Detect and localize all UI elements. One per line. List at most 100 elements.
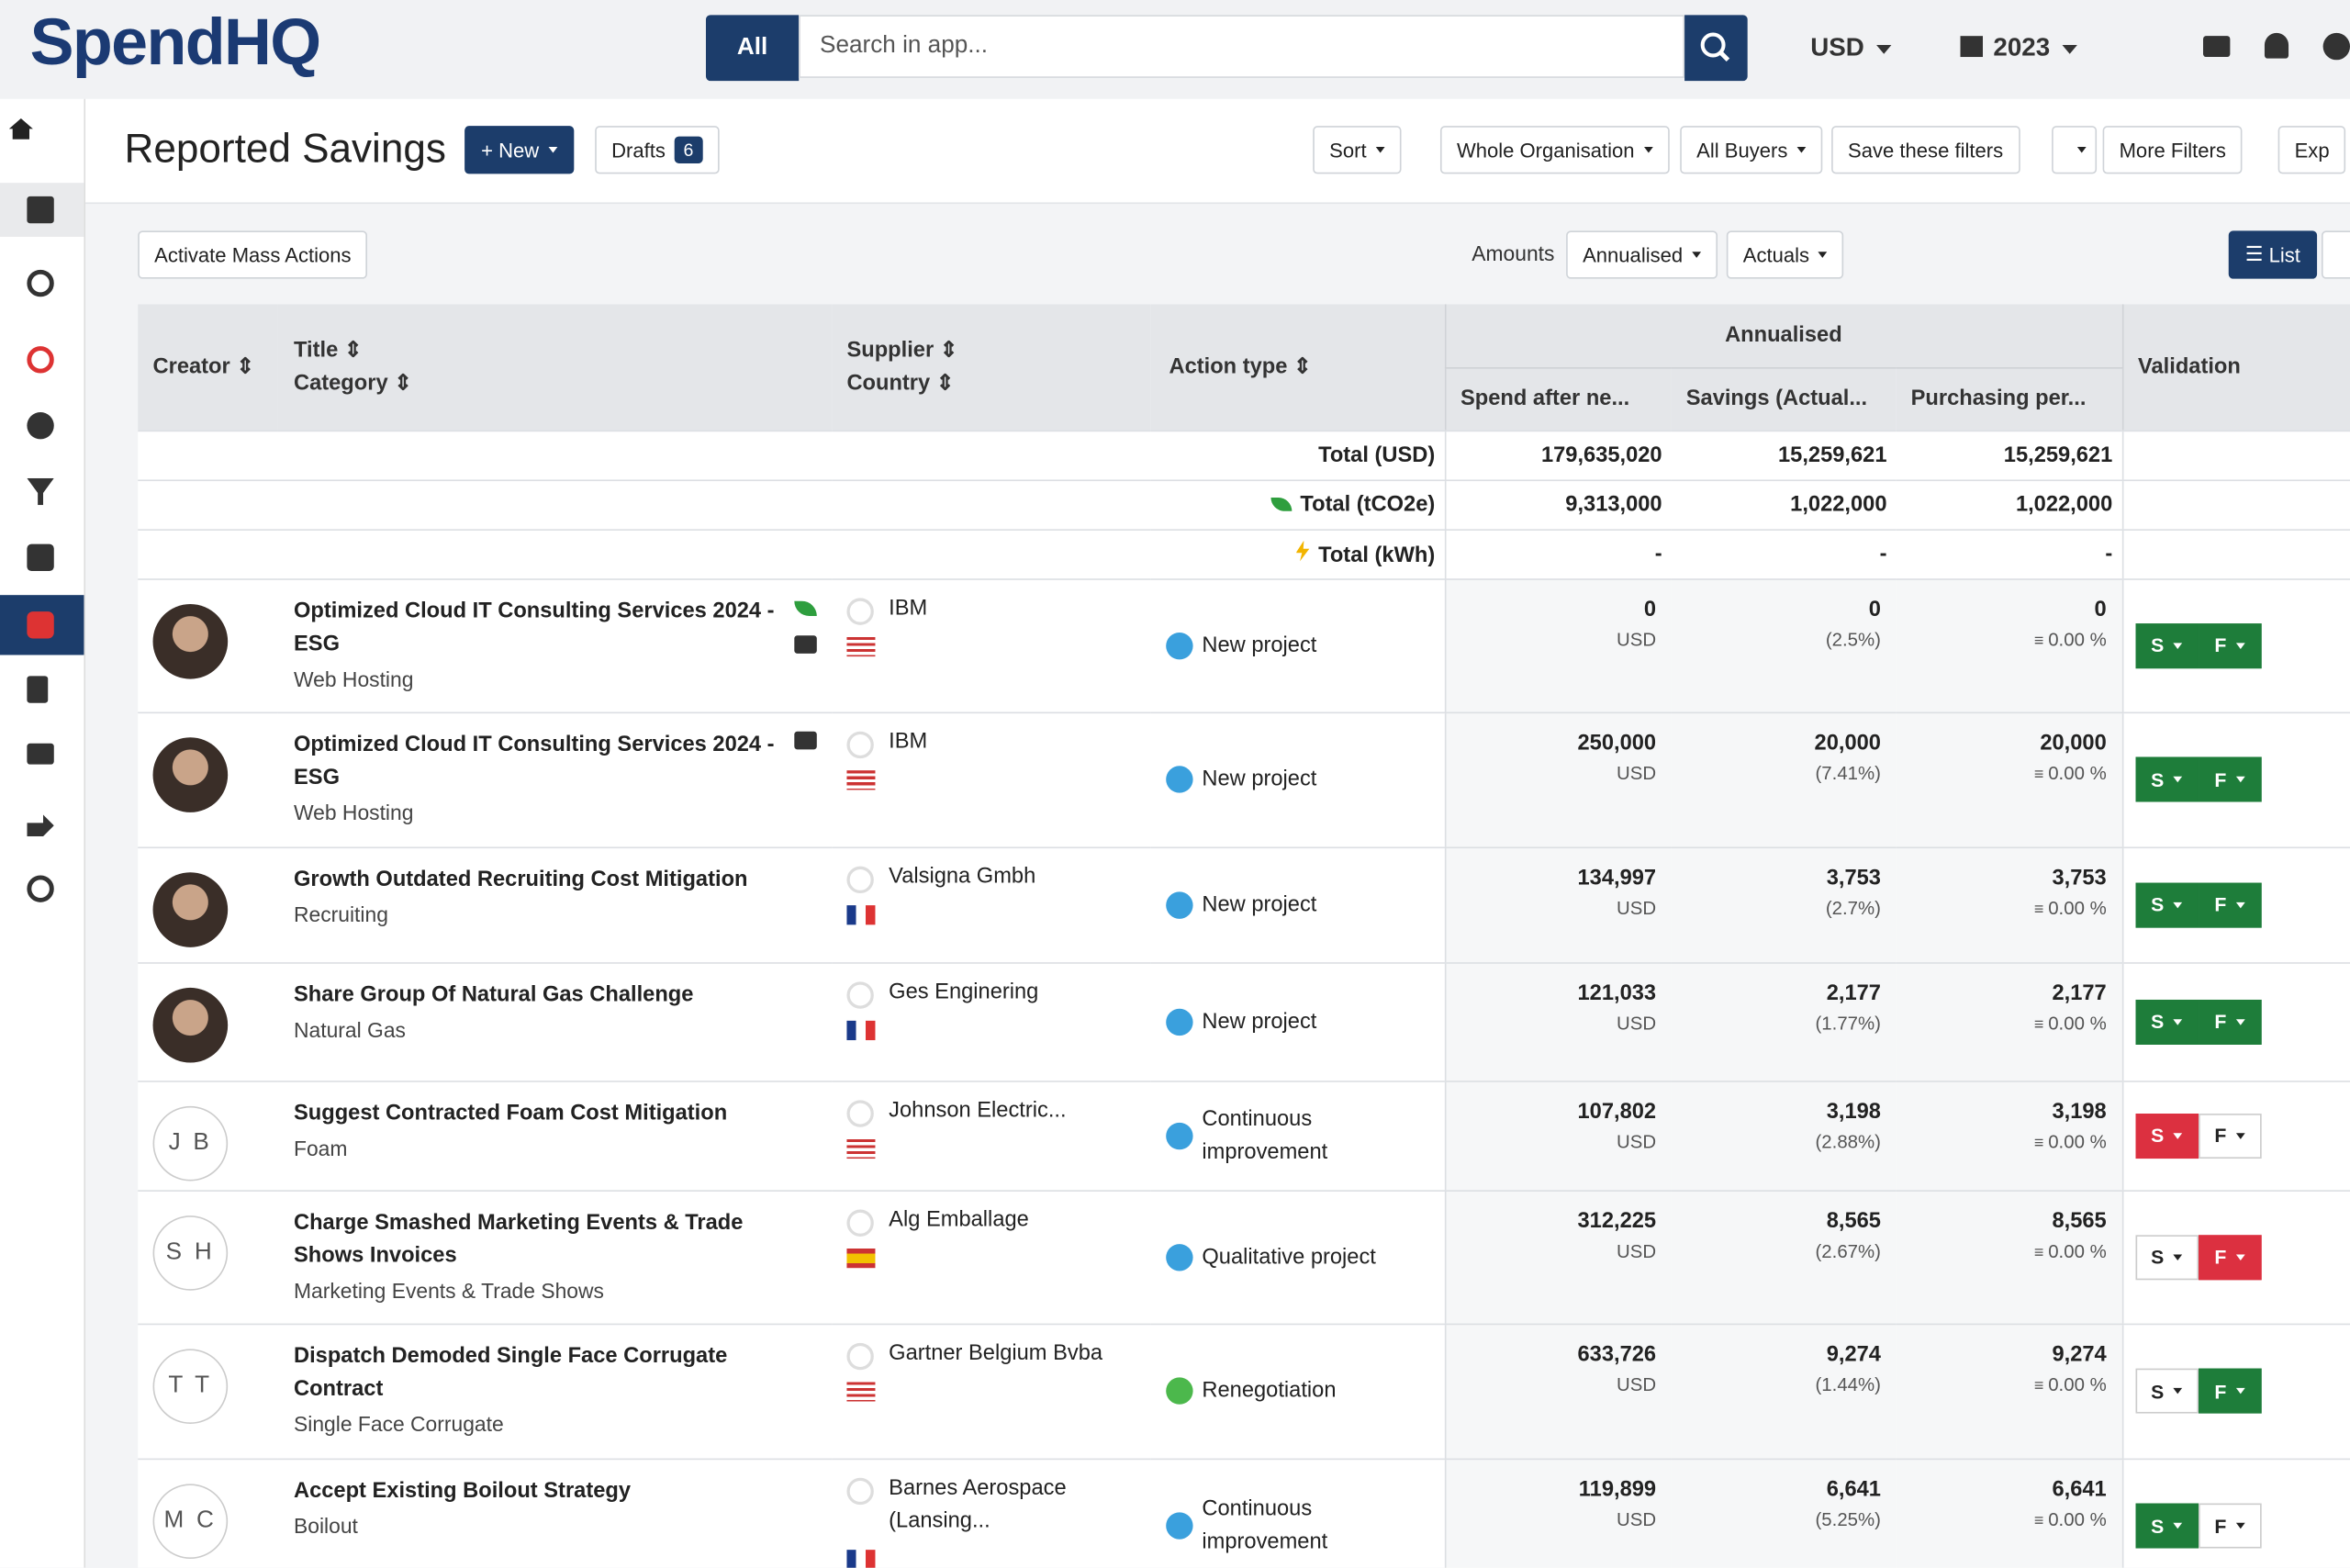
nav-icon[interactable]	[27, 676, 49, 703]
basis-dropdown[interactable]: Actuals	[1726, 230, 1844, 279]
action-line: New project	[1166, 763, 1421, 796]
action-line: New project	[1166, 888, 1421, 921]
row-title[interactable]: Optimized Cloud IT Consulting Services 2…	[294, 732, 775, 790]
nav-icon[interactable]	[27, 743, 54, 765]
list-view-button[interactable]: ☰ List	[2228, 230, 2317, 279]
amount-cell: 20,000 ≡ 0.00 %	[1896, 711, 2122, 848]
nav-icon[interactable]	[27, 611, 54, 639]
caret	[2235, 1132, 2244, 1138]
caret	[2235, 642, 2244, 649]
validation-button[interactable]: S	[2134, 1503, 2199, 1549]
validation-button[interactable]: S	[2134, 622, 2199, 668]
row-title[interactable]: Dispatch Demoded Single Face Corrugate C…	[294, 1343, 728, 1401]
validation-button[interactable]: F	[2198, 999, 2261, 1045]
bell-icon[interactable]	[2264, 32, 2289, 59]
help-icon[interactable]	[2322, 32, 2350, 61]
amount-sub: (7.41%)	[1671, 762, 1880, 783]
mass-actions-button[interactable]: Activate Mass Actions	[138, 230, 368, 279]
action-type: New project	[1202, 767, 1317, 792]
logo[interactable]: SpendHQ	[29, 6, 321, 80]
year[interactable]: 2023	[1960, 33, 2077, 63]
validation-button[interactable]: F	[2198, 1368, 2261, 1414]
validation-button[interactable]: S	[2134, 1113, 2199, 1159]
action-type: Continuous improvement	[1202, 1497, 1328, 1555]
spend-header[interactable]: Spend after ne...	[1444, 366, 1672, 431]
home-icon[interactable]	[0, 99, 42, 159]
drafts-button[interactable]: Drafts 6	[595, 126, 720, 174]
toolbar-button[interactable]: Exp	[2277, 126, 2346, 174]
savings-row[interactable]: Growth Outdated Recruiting Cost Mitigati…	[138, 846, 2350, 963]
savings-row[interactable]: Optimized Cloud IT Consulting Services 2…	[138, 578, 2350, 713]
validation-label: F	[2214, 633, 2227, 657]
nav-icon[interactable]	[27, 875, 54, 902]
row-title[interactable]: Accept Existing Boilout Strategy	[294, 1478, 632, 1503]
validation-button[interactable]: S	[2134, 756, 2199, 802]
creator-header[interactable]: Creator ⇕	[138, 304, 278, 431]
amount-sub-text: USD	[1616, 897, 1657, 918]
amount-sub-text: USD	[1616, 1012, 1657, 1034]
total-value: 15,259,621	[1671, 430, 1897, 481]
toolbar-button[interactable]: Save these filters	[1831, 126, 2020, 174]
amount: 8,565	[1826, 1208, 1881, 1233]
row-title[interactable]: Suggest Contracted Foam Cost Mitigation	[294, 1101, 728, 1126]
toolbar-button[interactable]: More Filters	[2102, 126, 2243, 174]
action-header[interactable]: Action type ⇕	[1150, 304, 1445, 431]
currency[interactable]: USD	[1810, 33, 1892, 63]
validation-button[interactable]: F	[2198, 881, 2261, 927]
validation-button[interactable]: S	[2134, 1368, 2199, 1414]
servers-icon[interactable]	[2203, 36, 2231, 58]
row-title[interactable]: Growth Outdated Recruiting Cost Mitigati…	[294, 867, 748, 891]
nav-icon[interactable]	[27, 346, 54, 374]
caret	[2235, 1253, 2244, 1260]
savings-row[interactable]: T T Dispatch Demoded Single Face Corrugat…	[138, 1323, 2350, 1460]
validation-label: S	[2151, 633, 2165, 657]
supplier-header[interactable]: Supplier ⇕ Country ⇕	[832, 304, 1151, 431]
title-header[interactable]: Title ⇕ Category ⇕	[277, 304, 833, 431]
nav-icon[interactable]	[27, 814, 54, 837]
validation-button[interactable]: S	[2134, 999, 2199, 1045]
validation-button[interactable]: F	[2198, 622, 2261, 668]
validation-button[interactable]: S	[2134, 881, 2199, 927]
search-input[interactable]: Search in app...	[799, 15, 1685, 78]
purchasing-header[interactable]: Purchasing per...	[1896, 366, 2123, 431]
toolbar-button[interactable]: Sort	[1313, 126, 1402, 174]
creator-avatar	[152, 987, 229, 1062]
validation-button[interactable]: S	[2134, 1234, 2199, 1280]
savings-row[interactable]: Optimized Cloud IT Consulting Services 2…	[138, 711, 2350, 848]
period-dropdown[interactable]: Annualised	[1566, 230, 1718, 279]
savings-row[interactable]: Share Group Of Natural Gas Challenge Natu…	[138, 962, 2350, 1081]
caret	[2173, 1018, 2182, 1025]
toolbar-button[interactable]: All Buyers	[1680, 126, 1822, 174]
savings-row[interactable]: J B Suggest Contracted Foam Cost Mitigati…	[138, 1081, 2350, 1192]
search-scope[interactable]: All	[705, 15, 800, 82]
validation-button[interactable]: F	[2198, 1234, 2261, 1280]
nav-icon[interactable]	[27, 543, 54, 572]
total-label-cell: Total (kWh)	[138, 529, 1446, 580]
nav-icon[interactable]	[27, 196, 54, 224]
nav-icon[interactable]	[27, 411, 54, 440]
validation-button[interactable]: F	[2198, 1503, 2261, 1549]
grid-view-button[interactable]	[2321, 230, 2350, 279]
savings-header[interactable]: Savings (Actual...	[1671, 366, 1897, 431]
validation-button[interactable]: F	[2198, 1113, 2261, 1159]
savings-row[interactable]: S H Charge Smashed Marketing Events & Tra…	[138, 1190, 2350, 1325]
new-button[interactable]: + New	[464, 126, 574, 174]
nav-icon[interactable]	[27, 477, 54, 506]
row-title[interactable]: Charge Smashed Marketing Events & Trade …	[294, 1210, 744, 1268]
nav-icon[interactable]	[27, 269, 54, 297]
caret	[2235, 902, 2244, 908]
row-title[interactable]: Optimized Cloud IT Consulting Services 2…	[294, 599, 775, 656]
total-row: Total (tCO2e) 9,313,000 1,022,000 1,022,000	[138, 479, 2350, 531]
toolbar-button[interactable]: Whole Organisation	[1439, 126, 1670, 174]
validation-button[interactable]: F	[2198, 756, 2261, 802]
save-filters-dropdown[interactable]	[2052, 126, 2098, 174]
savings-row[interactable]: M C Accept Existing Boilout Strategy Boilo…	[138, 1458, 2350, 1568]
action-cell: Qualitative project	[1150, 1190, 1445, 1325]
creator-cell: S H	[138, 1190, 278, 1325]
row-title[interactable]: Share Group Of Natural Gas Challenge	[294, 982, 694, 1007]
title-cell: Optimized Cloud IT Consulting Services 2…	[277, 711, 833, 848]
amount: 119,899	[1578, 1476, 1657, 1502]
action-dot	[1166, 1512, 1193, 1540]
search-button[interactable]	[1684, 15, 1748, 82]
